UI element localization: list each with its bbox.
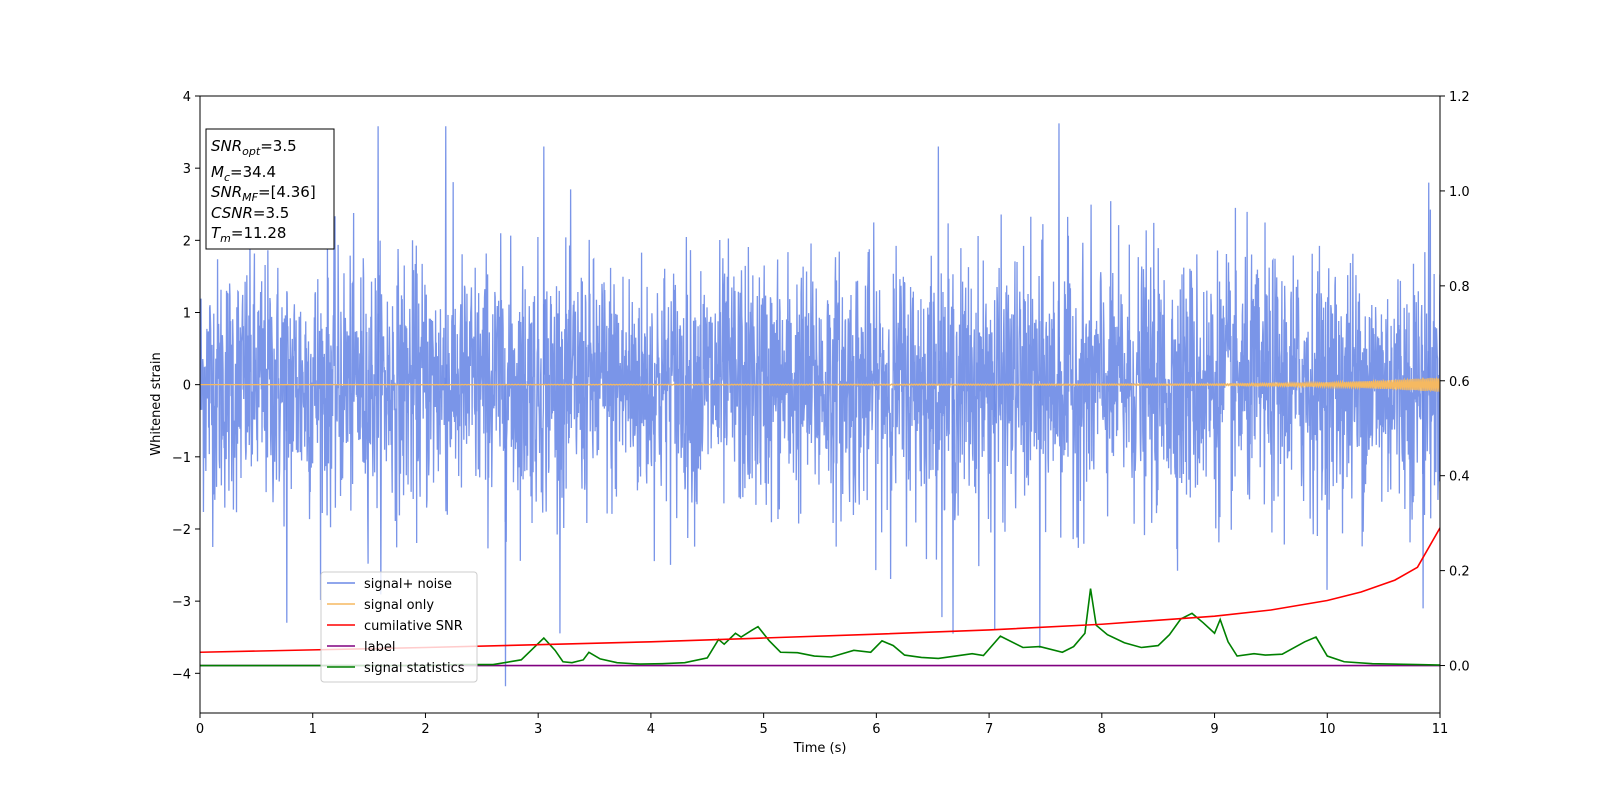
x-tick-label: 3 <box>534 722 542 737</box>
y-tick-label: 1 <box>183 306 191 321</box>
x-tick-label: 5 <box>759 722 767 737</box>
x-tick-label: 4 <box>647 722 655 737</box>
y-axis-right: 0.0 0.2 0.4 0.6 0.8 1.0 1.2 <box>1440 90 1470 675</box>
info-snr-mf: SNRMF=[4.36] <box>211 183 316 204</box>
y-axis-label: Whitened strain <box>149 352 164 455</box>
y-tick-label: 4 <box>183 90 191 105</box>
series-signal-statistics-line <box>200 588 1440 667</box>
series-cumulative-snr-line <box>200 527 1440 654</box>
y2-tick-label: 0.6 <box>1449 375 1470 390</box>
info-snr-opt: SNRopt=3.5 <box>211 137 297 158</box>
y-tick-label: −1 <box>172 451 191 466</box>
legend-label-label: label <box>364 640 395 655</box>
y-tick-label: 2 <box>183 234 191 249</box>
info-box: SNRopt=3.5 Mc=34.4 SNRMF=[4.36] CSNR=3.5… <box>205 128 335 250</box>
y-tick-label: −4 <box>172 667 191 682</box>
x-tick-label: 2 <box>421 722 429 737</box>
x-tick-label: 6 <box>872 722 880 737</box>
x-tick-label: 9 <box>1210 722 1218 737</box>
x-tick-label: 8 <box>1098 722 1106 737</box>
x-tick-label: 0 <box>196 722 204 737</box>
y-tick-label: 3 <box>183 162 191 177</box>
y-tick-label: −2 <box>172 523 191 538</box>
y-axis-left: −4 −3 −2 −1 0 1 2 3 4 <box>172 90 200 682</box>
legend-label-signal-statistics: signal statistics <box>364 661 465 676</box>
x-axis: 0 1 2 3 4 5 6 7 8 9 10 11 <box>196 713 1448 737</box>
y-tick-label: −3 <box>172 595 191 610</box>
x-axis-label: Time (s) <box>793 741 847 756</box>
series-signal-noise-spikes <box>285 123 1430 687</box>
legend-label-signal-noise: signal+ noise <box>364 577 452 592</box>
x-tick-label: 1 <box>309 722 317 737</box>
y2-tick-label: 0.0 <box>1449 660 1470 675</box>
x-tick-label: 10 <box>1319 722 1336 737</box>
y2-tick-label: 0.4 <box>1449 470 1470 485</box>
plot-frame <box>199 95 1441 714</box>
info-box-frame <box>205 128 335 250</box>
x-tick-label: 7 <box>985 722 993 737</box>
info-csnr: CSNR=3.5 <box>211 204 289 222</box>
series-signal-only-line <box>200 376 1440 393</box>
x-tick-label: 11 <box>1432 722 1449 737</box>
y2-tick-label: 0.8 <box>1449 280 1470 295</box>
legend-label-signal-only: signal only <box>364 598 434 613</box>
y2-tick-label: 1.0 <box>1449 185 1470 200</box>
info-mc: Mc=34.4 <box>211 163 276 184</box>
info-tm: Tm=11.28 <box>211 224 286 245</box>
y-tick-label: 0 <box>183 379 191 394</box>
legend: signal+ noise signal only cumilative SNR… <box>320 571 478 683</box>
y2-tick-label: 0.2 <box>1449 565 1470 580</box>
y2-tick-label: 1.2 <box>1449 90 1470 105</box>
legend-label-cumulative-snr: cumilative SNR <box>364 619 463 634</box>
series-signal-noise-line <box>200 182 1440 634</box>
legend-frame <box>320 571 478 683</box>
